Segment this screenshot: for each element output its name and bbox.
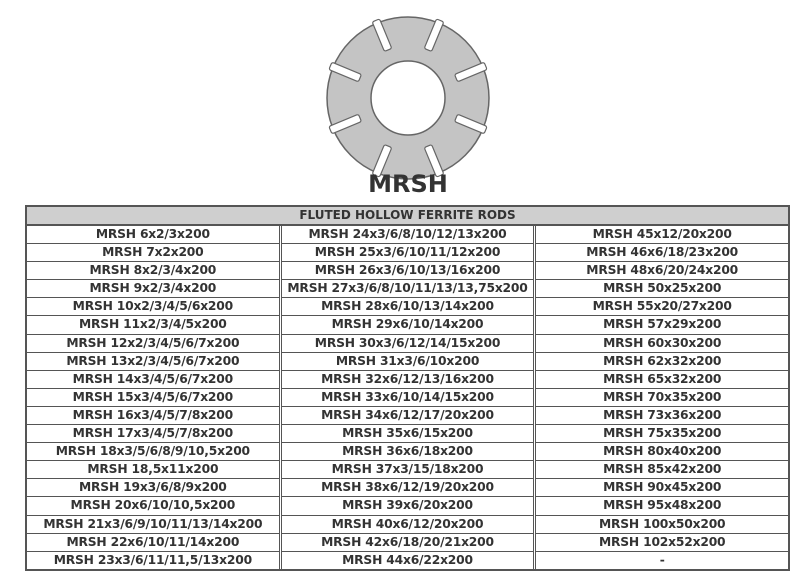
table-cell: MRSH 48x6/20/24x200 [536,262,789,281]
table-cell: MRSH 22x6/10/11/14x200 [27,534,279,552]
table-cell: MRSH 17x3/4/5/7/8x200 [27,425,279,444]
table-cell: MRSH 15x3/4/5/6/7x200 [27,389,279,407]
table-cell: MRSH 39x6/20x200 [281,497,534,516]
table-cell: MRSH 18x3/5/6/8/9/10,5x200 [27,443,279,462]
table-column: MRSH 45x12/20x200 MRSH 46x6/18/23x200 MRSH… [536,226,789,569]
table-cell: MRSH 45x12/20x200 [536,226,789,245]
table-cell: MRSH 11x2/3/4/5x200 [27,316,279,335]
table-cell: MRSH 6x2/3x200 [27,226,279,245]
table-cell: MRSH 26x3/6/10/13/16x200 [281,262,534,281]
flute-slot [372,144,392,178]
table-cell: MRSH 30x3/6/12/14/15x200 [281,335,534,353]
product-title: MRSH [368,170,448,198]
table-cell: MRSH 16x3/4/5/7/8x200 [27,407,279,426]
table-cell: MRSH 55x20/27x200 [536,298,789,317]
table-cell: MRSH 60x30x200 [536,335,789,353]
table-cell: MRSH 42x6/18/20/21x200 [281,534,534,552]
table-cell: MRSH 80x40x200 [536,443,789,462]
table-header: FLUTED HOLLOW FERRITE RODS [27,207,788,226]
table-cell: MRSH 9x2/3/4x200 [27,280,279,299]
table-cell: MRSH 46x6/18/23x200 [536,244,789,263]
flute-slot [372,18,392,52]
table-cell: MRSH 21x3/6/9/10/11/13/14x200 [27,516,279,534]
flute-slot [424,18,444,52]
table-column: MRSH 6x2/3x200 MRSH 7x2x200 MRSH 8x2/3/4x2… [27,226,282,569]
table-cell: MRSH 102x52x200 [536,534,789,552]
table-cell: MRSH 33x6/10/14/15x200 [281,389,534,407]
table-cell: MRSH 25x3/6/10/11/12x200 [281,244,534,263]
table-cell: MRSH 29x6/10/14x200 [281,316,534,335]
table-cell: MRSH 12x2/3/4/5/6/7x200 [27,335,279,353]
table-cell: MRSH 73x36x200 [536,407,789,426]
flute-slot [328,62,362,82]
table-cell: MRSH 34x6/12/17/20x200 [281,407,534,426]
table-cell: MRSH 35x6/15x200 [281,425,534,444]
flute-slot [328,114,362,134]
table-cell: MRSH 23x3/6/11/11,5/13x200 [53,552,252,567]
table-cell: MRSH 75x35x200 [536,425,789,444]
table-cell: MRSH 32x6/12/13/16x200 [281,371,534,389]
table-column: MRSH 24x3/6/8/10/12/13x200 MRSH 25x3/6/10… [281,226,537,569]
table-cell: MRSH 8x2/3/4x200 [27,262,279,281]
table-cell: MRSH 14x3/4/5/6/7x200 [27,371,279,389]
table-cell: MRSH 31x3/6/10x200 [281,353,534,371]
table-cell: MRSH 85x42x200 [536,461,789,480]
table-cell: MRSH 50x25x200 [536,280,789,299]
table-cell: MRSH 10x2/3/4/5/6x200 [27,298,279,317]
table-cell: MRSH 62x32x200 [536,353,789,371]
table-cell: MRSH 24x3/6/8/10/12/13x200 [281,226,534,245]
table-cell: MRSH 20x6/10/10,5x200 [27,497,279,516]
table-cell: MRSH 27x3/6/8/10/11/13/13,75x200 [281,280,534,299]
table-cell: MRSH 36x6/18x200 [281,443,534,462]
table-cell: MRSH 70x35x200 [536,389,789,407]
table-cell: MRSH 38x6/12/19/20x200 [281,479,534,498]
table-cell: MRSH 100x50x200 [536,516,789,534]
product-table: FLUTED HOLLOW FERRITE RODS MRSH 6x2/3x20… [25,205,790,571]
table-cell: MRSH 28x6/10/13/14x200 [281,298,534,317]
table-cell: MRSH 44x6/22x200 [342,552,473,567]
table-cell: MRSH 95x48x200 [536,497,789,516]
table-cell: MRSH 57x29x200 [536,316,789,335]
table-cell: MRSH 19x3/6/8/9x200 [27,479,279,498]
table-cell: - [659,552,665,567]
table-cell: MRSH 40x6/12/20x200 [281,516,534,534]
table-cell: MRSH 13x2/3/4/5/6/7x200 [27,353,279,371]
table-cell: MRSH 90x45x200 [536,479,789,498]
flute-slot [454,114,488,134]
table-cell: MRSH 37x3/15/18x200 [281,461,534,480]
table-cell: MRSH 18,5x11x200 [27,461,279,480]
table-cell: MRSH 65x32x200 [536,371,789,389]
table-cell: MRSH 7x2x200 [27,244,279,263]
flute-slot [424,144,444,178]
flute-slot [454,62,488,82]
fluted-rod-cross-section-icon [326,16,490,180]
